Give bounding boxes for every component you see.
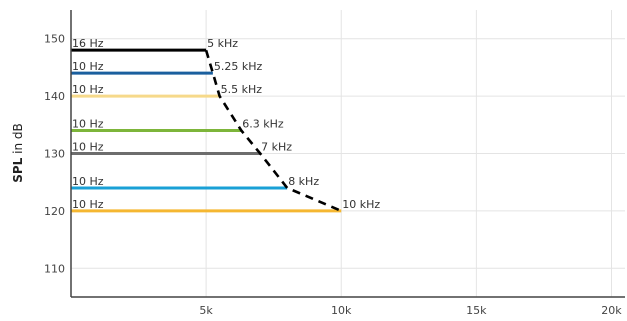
series-start-label-2: 10 Hz [72, 83, 104, 96]
y-tick-label-1: 120 [44, 205, 65, 218]
series-start-label-6: 10 Hz [72, 198, 104, 211]
envelope-dashed-line [204, 49, 342, 213]
y-axis-title-rest: in dB [11, 123, 25, 157]
y-axis-title-bold: SPL [11, 157, 25, 182]
series-end-label-1: 5.25 kHz [214, 60, 263, 73]
series-end-label-4: 7 kHz [261, 141, 292, 154]
series-start-label-5: 10 Hz [72, 175, 104, 188]
series-end-label-3: 6.3 kHz [242, 118, 284, 131]
series-end-label-0: 5 kHz [207, 37, 238, 50]
x-tick-label-2: 15k [466, 304, 487, 317]
series-lines [71, 48, 342, 213]
y-axis-title: SPL in dB [11, 123, 25, 183]
series-start-label-3: 10 Hz [72, 118, 104, 131]
x-tick-label-3: 20k [601, 304, 622, 317]
x-tick-label-0: 5k [199, 304, 213, 317]
y-tick-label-0: 110 [44, 262, 65, 275]
y-tick-label-3: 140 [44, 90, 65, 103]
data-labels: 16 Hz 5 kHz 10 Hz 5.25 kHz 10 Hz 5.5 kHz 10 Hz… [72, 37, 380, 211]
x-axis-ticks: 5k 10k 15k 20k [199, 304, 622, 317]
series-start-label-4: 10 Hz [72, 141, 104, 154]
series-start-label-1: 10 Hz [72, 60, 104, 73]
series-end-label-5: 8 kHz [288, 175, 319, 188]
series-end-label-6: 10 kHz [342, 198, 380, 211]
y-tick-label-2: 130 [44, 148, 65, 161]
series-end-label-2: 5.5 kHz [221, 83, 263, 96]
series-start-label-0: 16 Hz [72, 37, 104, 50]
y-tick-label-4: 150 [44, 33, 65, 46]
y-axis-ticks: 110 120 130 140 150 [44, 33, 65, 276]
x-tick-label-1: 10k [331, 304, 352, 317]
